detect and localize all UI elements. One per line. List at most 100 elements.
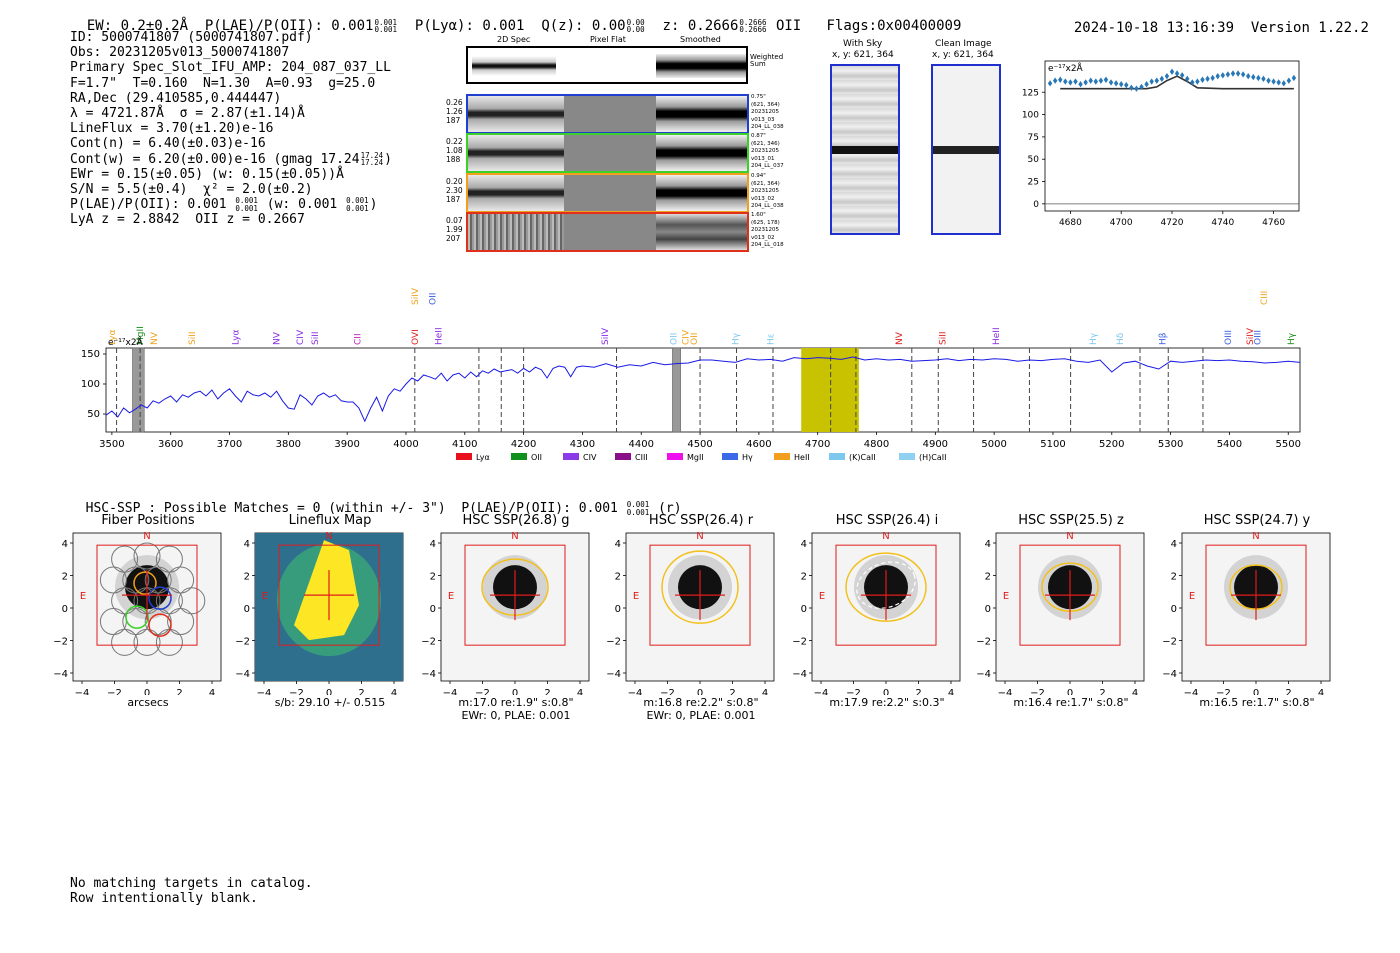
hsc-title-hi: 0.001 bbox=[626, 500, 650, 509]
spec2d-right-value: v013_02 bbox=[751, 234, 775, 241]
legend-label: MgII bbox=[687, 453, 704, 462]
emission-line-name: OII bbox=[428, 293, 438, 305]
emission-line-label: Lyα bbox=[108, 329, 118, 345]
footer-line1: No matching targets in catalog. bbox=[70, 876, 313, 891]
thumbnail-title: HSC SSP(26.4) r bbox=[648, 513, 754, 528]
target-box bbox=[278, 544, 380, 646]
fit-chart-unit: e⁻¹⁷x2Å bbox=[1048, 62, 1084, 74]
thumb-ytick-label: 2 bbox=[985, 572, 991, 583]
fiber-circle bbox=[155, 587, 183, 615]
spec2d-left-value: 188 bbox=[446, 155, 461, 164]
fit-data-point bbox=[1108, 79, 1114, 86]
emission-line-name: Hγ bbox=[1089, 332, 1099, 345]
spectrum-xtick-label: 4400 bbox=[629, 439, 654, 450]
emission-line-name: CIV bbox=[296, 329, 306, 345]
target-box bbox=[1019, 544, 1121, 646]
lineflux-core bbox=[294, 540, 359, 641]
emission-line-label: OII bbox=[670, 333, 680, 345]
north-label: N bbox=[325, 531, 332, 542]
fit-chart-frame bbox=[1044, 60, 1300, 212]
legend-item: (H)CaII bbox=[899, 453, 946, 462]
info-plae-w-hi: 0.001 bbox=[346, 196, 369, 206]
emission-line-name: CIII bbox=[1260, 291, 1270, 305]
spectrum-xtick-label: 3800 bbox=[276, 439, 301, 450]
info-plae-text: P(LAE)/P(OII): 0.001 bbox=[70, 197, 227, 213]
legend-swatch bbox=[774, 453, 790, 460]
thumb-xtick-label: −4 bbox=[75, 688, 90, 695]
spec2d-left-value: 1.26 bbox=[446, 107, 463, 116]
with-sky-xy: x, y: 621, 364 bbox=[832, 50, 894, 60]
legend-swatch bbox=[511, 453, 527, 460]
emission-line-label: SiII bbox=[311, 331, 321, 345]
spec2d-left-value: 1.08 bbox=[446, 146, 463, 155]
legend-item: Hγ bbox=[722, 453, 753, 462]
fiber-circle bbox=[111, 587, 139, 615]
east-label: E bbox=[448, 591, 454, 602]
thumb-xtick-label: −2 bbox=[660, 688, 675, 695]
emission-line-label: Hβ bbox=[1158, 332, 1168, 345]
thumb-xtick-label: 4 bbox=[948, 688, 954, 695]
info-contw: Cont(w) = 6.20(±0.00)e-16 (gmag 17.24 17.… bbox=[70, 151, 392, 167]
fit-data-point bbox=[1190, 79, 1195, 86]
spectrum-xtick-label: 4600 bbox=[746, 439, 771, 450]
thumbnail-image: N E 4 2 0 −2 −4 −4 −2 0 2 4 bbox=[235, 531, 404, 695]
fit-data-point bbox=[1144, 81, 1149, 88]
thumb-xtick-label: −2 bbox=[289, 688, 304, 695]
spec2d-right-value: 204_LL_018 bbox=[751, 242, 784, 248]
fit-data-point bbox=[1220, 72, 1225, 79]
legend-item: CIII bbox=[615, 453, 648, 462]
spec2d-right-value: (625, 178) bbox=[751, 219, 780, 226]
spec2d-left-value: 0.07 bbox=[446, 216, 463, 225]
info-plae: P(LAE)/P(OII): 0.001 0.001 0.001 (w: 0.00… bbox=[70, 197, 392, 212]
fit-ytick-label: 0 bbox=[1033, 200, 1039, 210]
thumb-ytick-label: 0 bbox=[801, 604, 807, 615]
z-value: z: 0.2666 bbox=[662, 18, 739, 34]
spec2d-right-value: 20231205 bbox=[751, 227, 779, 233]
plae-lo: 0.001 bbox=[374, 25, 398, 34]
emission-line-name: Hγ bbox=[1287, 332, 1297, 345]
thumb-xtick-label: −2 bbox=[107, 688, 122, 695]
thumb-xtick-label: 0 bbox=[1067, 688, 1073, 695]
emission-line-name: HeII bbox=[992, 327, 1002, 345]
emission-line-label: HeII bbox=[434, 327, 444, 345]
info-lya-oii: LyA z = 2.8842 OII z = 0.2667 bbox=[70, 212, 305, 228]
emission-line-label: SiII bbox=[938, 331, 948, 345]
spectrum-xtick-label: 5000 bbox=[981, 439, 1006, 450]
footer: No matching targets in catalog. Row inte… bbox=[70, 876, 313, 906]
fit-xtick-label: 4740 bbox=[1211, 218, 1234, 228]
fiber-circle bbox=[111, 545, 139, 573]
flags-value: Flags:0x00400009 bbox=[826, 18, 962, 34]
emission-line-label: SiIV bbox=[1246, 327, 1256, 345]
spec2d-right-value: 0.75" bbox=[751, 94, 766, 100]
thumbnail-image: N E 4 2 0 −2 −4 −4 −2 0 2 4 bbox=[1162, 531, 1331, 695]
info-plae-lo: 0.001 bbox=[235, 203, 258, 213]
info-plae-w: (w: 0.001 bbox=[266, 197, 338, 213]
fit-data-point bbox=[1149, 78, 1154, 85]
thumb-ytick-label: −2 bbox=[1162, 637, 1177, 648]
clean-xy: x, y: 621, 364 bbox=[932, 50, 994, 60]
spectrum-xtick-label: 4200 bbox=[511, 439, 536, 450]
thumb-ytick-label: −4 bbox=[976, 669, 991, 680]
timestamp: 2024-10-18 13:16:39 bbox=[1073, 20, 1235, 36]
fit-model-line bbox=[1060, 75, 1294, 90]
fit-data-point bbox=[1200, 76, 1205, 83]
aperture-ellipse bbox=[845, 552, 927, 622]
emission-line-name: Hε bbox=[767, 333, 777, 345]
info-block: ID: 5000741807 (5000741807.pdf) Obs: 202… bbox=[70, 30, 392, 227]
hsc-title-band: (r) bbox=[658, 501, 682, 516]
emission-line-name: NV bbox=[150, 331, 160, 345]
spectrum-xtick-label: 4800 bbox=[864, 439, 889, 450]
fit-data-point bbox=[1047, 80, 1053, 87]
fit-data-point bbox=[1169, 68, 1175, 75]
spec2d-left-value: 2.30 bbox=[446, 186, 463, 195]
thumbnail-image: N E 4 2 0 −2 −4 −4 −2 0 2 4 bbox=[421, 531, 590, 695]
emission-line-name: SiII bbox=[188, 331, 198, 345]
legend-swatch bbox=[899, 453, 915, 460]
north-label: N bbox=[143, 531, 150, 542]
hsc-title-text: HSC-SSP : Possible Matches = 0 (within +… bbox=[85, 501, 618, 516]
emission-line-name: NV bbox=[273, 331, 283, 345]
spectrum-xtick-label: 4700 bbox=[805, 439, 830, 450]
legend-swatch bbox=[722, 453, 738, 460]
east-label: E bbox=[633, 591, 639, 602]
spec2d-left-value: 187 bbox=[446, 195, 461, 204]
